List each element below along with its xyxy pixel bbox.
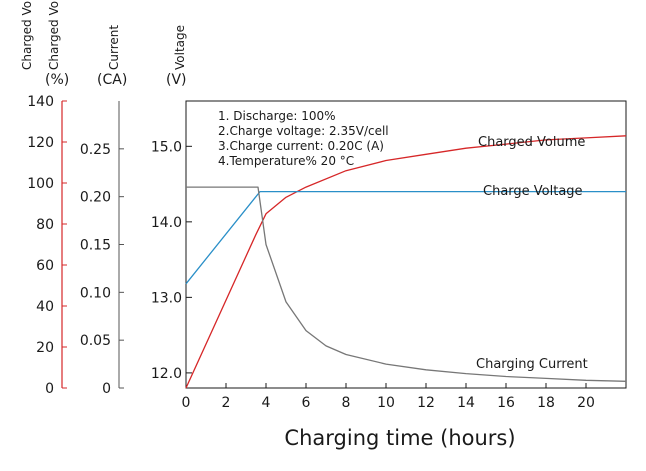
current-tick-label: 0.20 [80,190,111,206]
charged-volume-tick-label: 80 [36,217,54,233]
x-tick-label: 2 [222,395,231,411]
current-axis-unit: (CA) [97,72,127,88]
charged-volume-tick-label: 140 [27,94,54,110]
charged-volume-tick-label: 120 [27,135,54,151]
voltage-tick-label: 12.0 [151,366,182,382]
x-tick-label: 12 [417,395,435,411]
current-axis-title: Current [107,25,121,70]
voltage-axis-unit: (V) [166,72,187,88]
x-tick-label: 10 [377,395,395,411]
x-tick-label: 6 [302,395,311,411]
charged-volume-tick-label: 60 [36,258,54,274]
volume-axis-title: Charged Volume [47,0,61,70]
chart-notes: 1. Discharge: 100% 2.Charge voltage: 2.3… [218,109,389,168]
voltage-tick-label: 15.0 [151,139,182,155]
plot-frame [185,100,627,389]
current-tick-label: 0.15 [80,238,111,254]
current-ticks: 0 0.05 0.10 0.15 0.20 0.25 [80,142,124,397]
charged-axis-title: Charged Volume [20,0,34,70]
current-tick-label: 0.05 [80,333,111,349]
x-tick-label: 0 [182,395,191,411]
charged-volume-tick-label: 100 [27,176,54,192]
x-tick-label: 16 [497,395,515,411]
charged-volume-tick-label: 0 [45,381,54,397]
note-3: 3.Charge current: 0.20C (A) [218,139,384,153]
voltage-axis-title: Voltage [173,25,187,70]
voltage-tick-label: 14.0 [151,215,182,231]
x-axis-ticks: 0 2 4 6 8 10 12 14 16 18 20 [182,383,595,411]
charging-current-line [186,186,627,382]
x-tick-label: 14 [457,395,475,411]
x-tick-label: 8 [342,395,351,411]
current-tick-label: 0.10 [80,285,111,301]
charged-volume-tick-label: 20 [36,340,54,356]
note-4: 4.Temperature% 20 °C [218,154,354,168]
note-2: 2.Charge voltage: 2.35V/cell [218,124,389,138]
charged-volume-line [185,135,627,389]
voltage-tick-label: 13.0 [151,290,182,306]
voltage-ticks: 12.0 13.0 14.0 15.0 [151,139,192,382]
x-tick-label: 18 [537,395,555,411]
x-axis-label: Charging time (hours) [284,426,515,450]
series-label-charge-voltage: Charge Voltage [483,184,583,199]
series-label-charged-volume: Charged Volume [478,135,585,150]
current-tick-label: 0.25 [80,142,111,158]
charged-volume-unit: (%) [45,72,69,88]
charged-volume-tick-label: 40 [36,299,54,315]
current-tick-label: 0 [102,381,111,397]
series-layer [185,135,627,389]
note-1: 1. Discharge: 100% [218,109,336,123]
charged-volume-ticks: 0 20 40 60 80 100 120 140 [27,94,67,397]
series-label-charging-current: Charging Current [476,357,588,372]
charge-voltage-line [185,190,626,285]
x-tick-label: 4 [262,395,271,411]
x-tick-label: 20 [577,395,595,411]
